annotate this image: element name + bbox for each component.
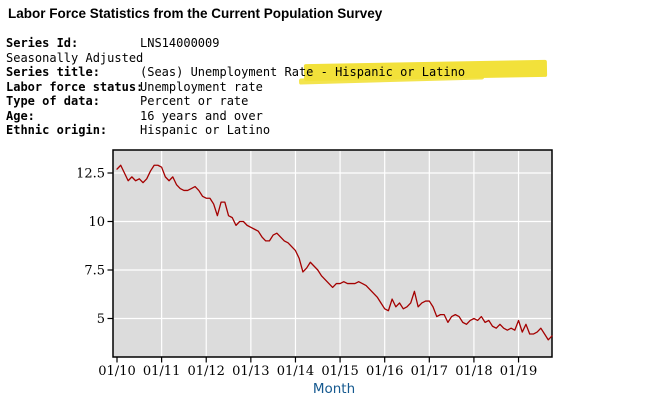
x-tick-label: 01/14 [277, 364, 314, 379]
plot-area [113, 150, 552, 357]
x-tick-label: 01/10 [98, 364, 135, 379]
meta-label: Series Id: [6, 36, 79, 50]
meta-row-labor-force-status: Labor force status: Unemployment rate [6, 80, 566, 95]
meta-value: Hispanic or Latino [140, 123, 271, 137]
x-axis-title: Month [313, 381, 355, 397]
meta-value: Percent or rate [140, 94, 249, 108]
y-axis-tick-labels: 12.5 10 7.5 5 [76, 167, 105, 328]
meta-label: Age: [6, 108, 35, 123]
meta-label: Series title: [6, 65, 100, 79]
meta-value: LNS14000009 [140, 36, 220, 50]
axis-ticks [107, 172, 520, 363]
x-tick-label: 01/12 [187, 364, 224, 379]
meta-row-type-of-data: Type of data: Percent or rate [6, 94, 566, 109]
meta-value: Unemployment rate [140, 79, 263, 94]
meta-row-series-title: Series title: (Seas) Unemployment Rate - … [6, 65, 566, 80]
x-axis-tick-labels: 01/10 01/11 01/12 01/13 01/14 01/15 01/16 01/17… [98, 364, 537, 379]
meta-row-age: Age: 16 years and over [6, 109, 566, 124]
page-title: Labor Force Statistics from the Current … [8, 6, 383, 21]
meta-value-series-title: (Seas) Unemployment Rate - Hispanic or L… [140, 65, 466, 79]
x-tick-label: 01/11 [143, 364, 180, 379]
x-tick-label: 01/16 [366, 364, 403, 379]
x-tick-label: 01/17 [411, 364, 448, 379]
x-tick-label: 01/13 [232, 364, 269, 379]
x-tick-label: 01/19 [500, 364, 537, 379]
meta-label: Labor force status: [6, 79, 144, 94]
plot-border [112, 149, 553, 358]
meta-label: Ethnic origin: [6, 123, 108, 137]
y-tick-label: 5 [97, 312, 105, 327]
meta-label: Seasonally Adjusted [6, 50, 144, 65]
meta-row-series-id: Series Id: LNS14000009 [6, 36, 566, 51]
meta-row-seasonally-adjusted: Seasonally Adjusted [6, 51, 566, 66]
meta-value: 16 years and over [140, 108, 263, 123]
y-tick-label: 7.5 [84, 264, 105, 279]
x-tick-label: 01/15 [321, 364, 358, 379]
unemployment-rate-chart: 12.5 10 7.5 5 01/10 01/11 01/12 01/13 01/14 01/1… [76, 143, 558, 405]
series-metadata: Series Id: LNS14000009 Seasonally Adjuste… [6, 36, 566, 138]
meta-label: Type of data: [6, 94, 100, 108]
meta-row-ethnic-origin: Ethnic origin: Hispanic or Latino [6, 123, 566, 138]
unemployment-rate-line [116, 164, 553, 341]
y-tick-label: 10 [88, 215, 105, 230]
y-tick-label: 12.5 [78, 167, 105, 182]
x-tick-label: 01/18 [455, 364, 492, 379]
